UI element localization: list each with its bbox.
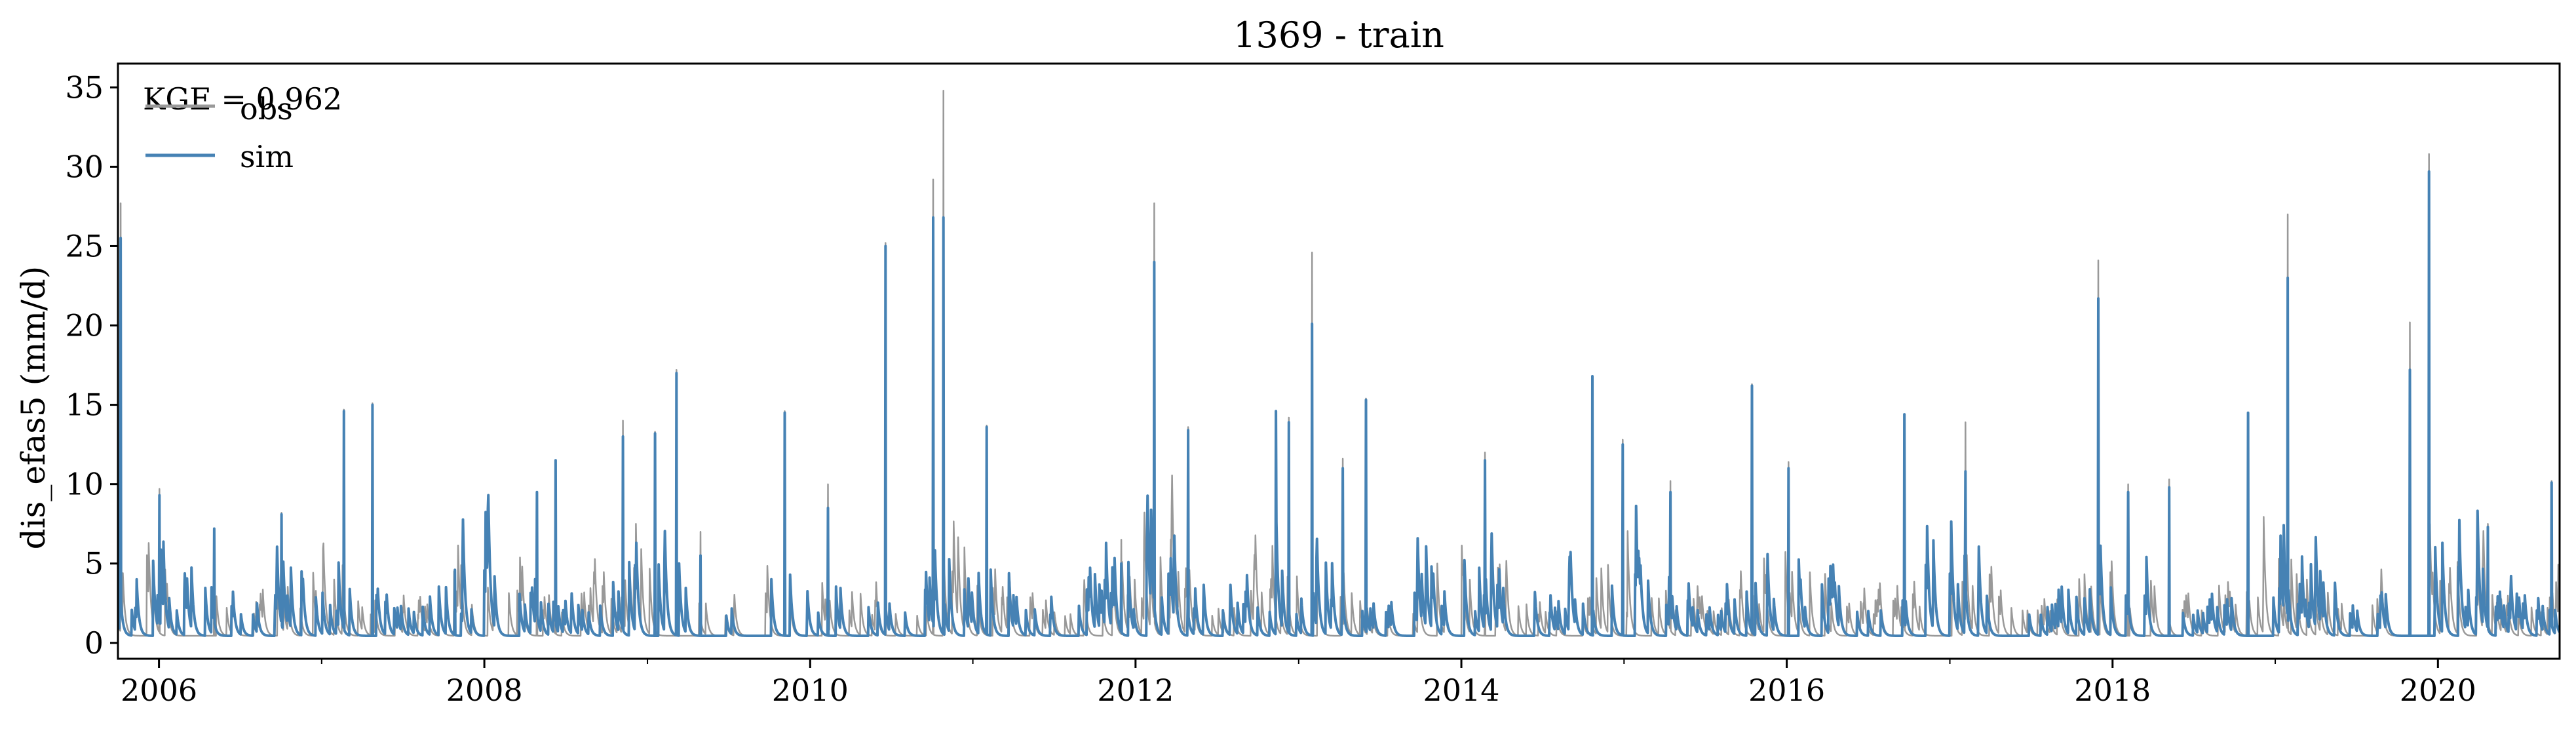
x-tick-label: 2010 <box>772 673 849 708</box>
x-tick-label: 2006 <box>121 673 197 708</box>
y-tick-label: 0 <box>85 625 104 661</box>
x-tick-label: 2016 <box>1748 673 1825 708</box>
x-tick-label: 2020 <box>2400 673 2476 708</box>
y-axis-label: dis_efas5 (mm/d) <box>14 266 52 550</box>
x-tick-label: 2014 <box>1423 673 1500 708</box>
x-tick-label: 2018 <box>2074 673 2151 708</box>
series-sim-line <box>118 170 2560 637</box>
y-tick-label: 30 <box>65 149 104 184</box>
chart-title: 1369 - train <box>1233 14 1444 56</box>
kge-annotation: KGE = 0.962 <box>143 81 342 117</box>
legend-sim-label: sim <box>240 139 294 174</box>
x-tick-label: 2008 <box>446 673 523 708</box>
series-layer <box>118 89 2560 637</box>
y-tick-label: 25 <box>65 228 104 264</box>
x-tick-label: 2012 <box>1097 673 1174 708</box>
legend-obs-label: obs <box>240 91 293 127</box>
y-tick-label: 10 <box>65 467 104 502</box>
y-axis-ticks: 0 5 10 15 20 25 30 35 <box>65 69 118 661</box>
x-axis-ticks: 2006 2008 2010 2012 2014 2016 2018 2020 <box>121 659 2476 708</box>
y-tick-label: 15 <box>65 387 104 423</box>
plot-frame <box>117 62 2561 660</box>
legend: KGE = 0.962 obs sim <box>143 81 342 174</box>
y-tick-label: 35 <box>65 69 104 105</box>
plot-area <box>117 62 2561 660</box>
y-tick-label: 20 <box>65 308 104 343</box>
y-tick-label: 5 <box>85 546 104 581</box>
